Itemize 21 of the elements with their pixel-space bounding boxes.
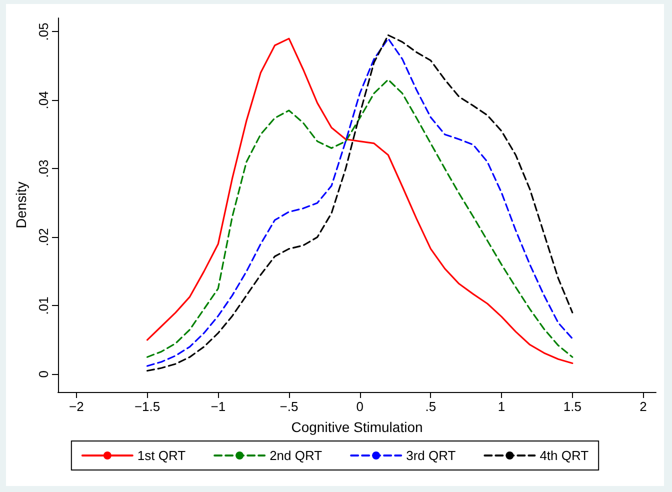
y-tick-label: .04 <box>36 91 51 110</box>
y-tick-label: 0 <box>36 370 51 378</box>
x-tick-label: −2 <box>69 399 84 414</box>
y-axis-title: Density <box>13 182 29 228</box>
y-tick-label: .05 <box>36 22 51 41</box>
legend-label: 3rd QRT <box>406 448 456 463</box>
x-axis-title: Cognitive Stimulation <box>291 419 423 435</box>
x-tick-label: .5 <box>425 399 436 414</box>
x-tick-label: 1.5 <box>563 399 582 414</box>
y-tick-label: .03 <box>36 160 51 178</box>
y-tick-label: .02 <box>36 228 51 246</box>
x-tick-label: −1.5 <box>134 399 160 414</box>
x-tick-label: −.5 <box>280 399 298 414</box>
y-tick-label: .01 <box>36 296 51 315</box>
legend-label: 4th QRT <box>540 448 589 463</box>
x-tick-label: −1 <box>210 399 226 414</box>
x-tick-label: 2 <box>640 399 647 414</box>
x-tick-label: 1 <box>498 399 506 414</box>
legend-label: 2nd QRT <box>270 448 322 463</box>
legend-label: 1st QRT <box>137 448 186 463</box>
x-tick-label: 0 <box>356 399 364 414</box>
